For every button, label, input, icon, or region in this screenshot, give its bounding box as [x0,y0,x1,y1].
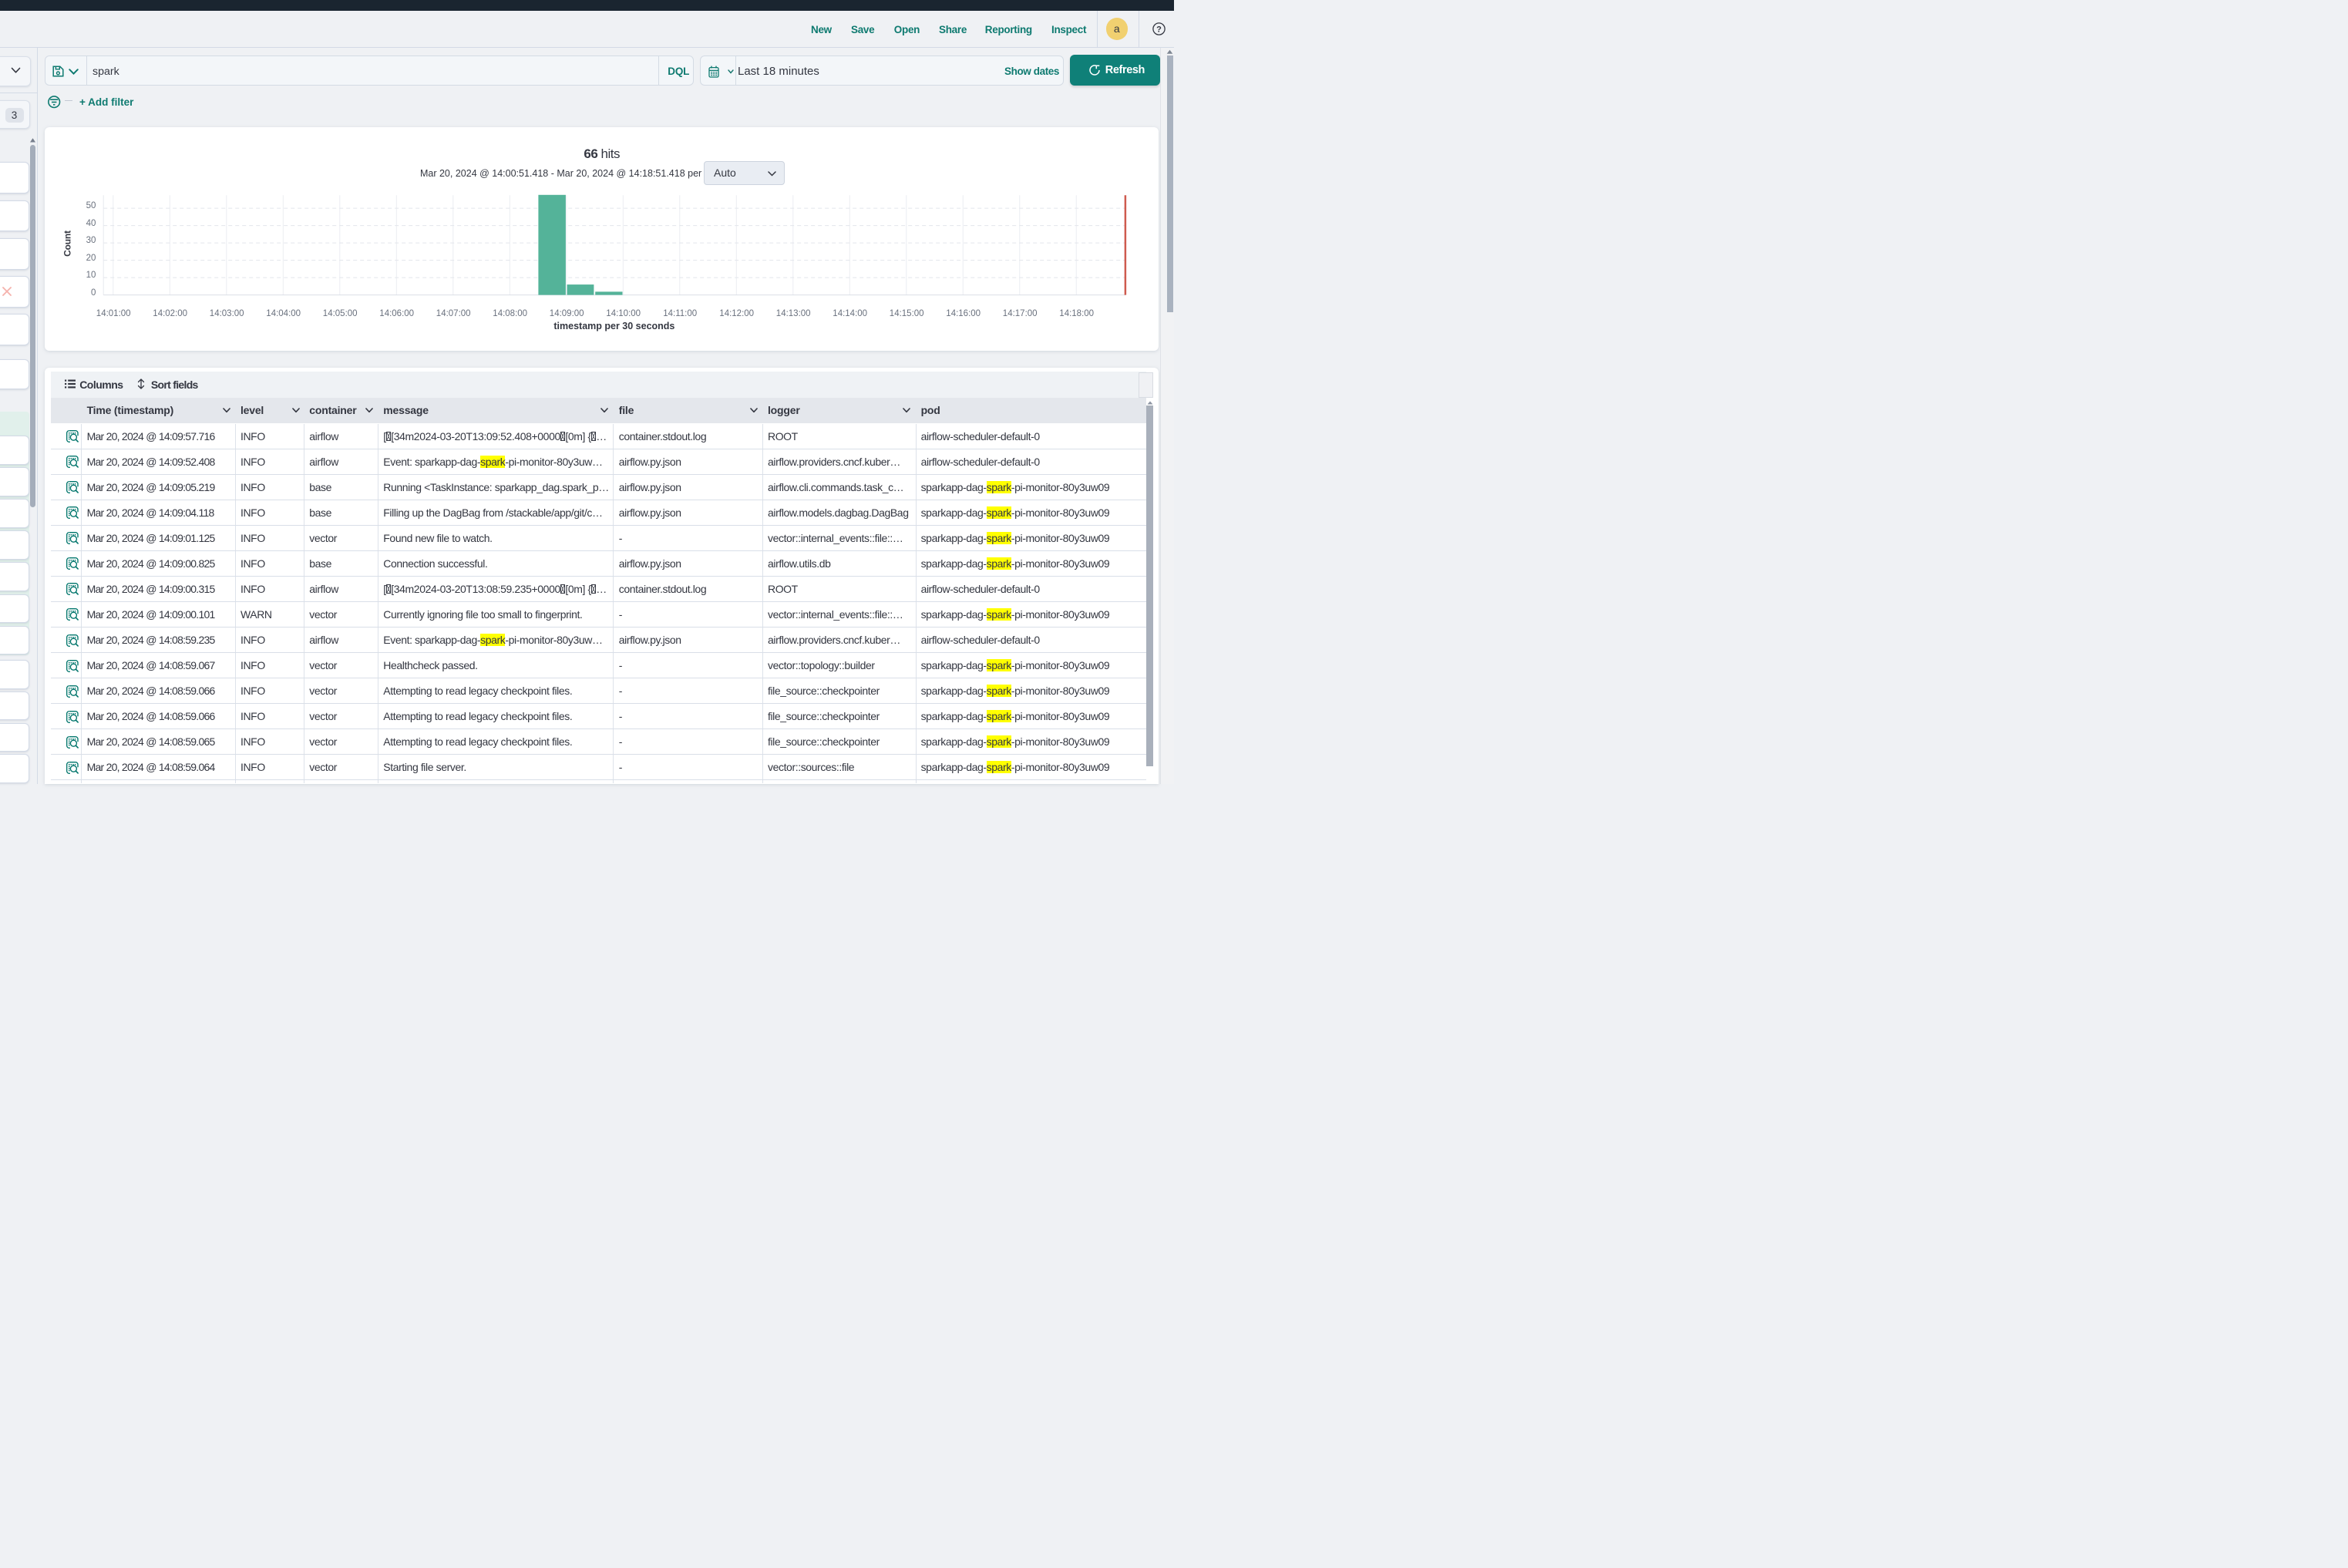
svg-text:?: ? [1156,25,1162,35]
